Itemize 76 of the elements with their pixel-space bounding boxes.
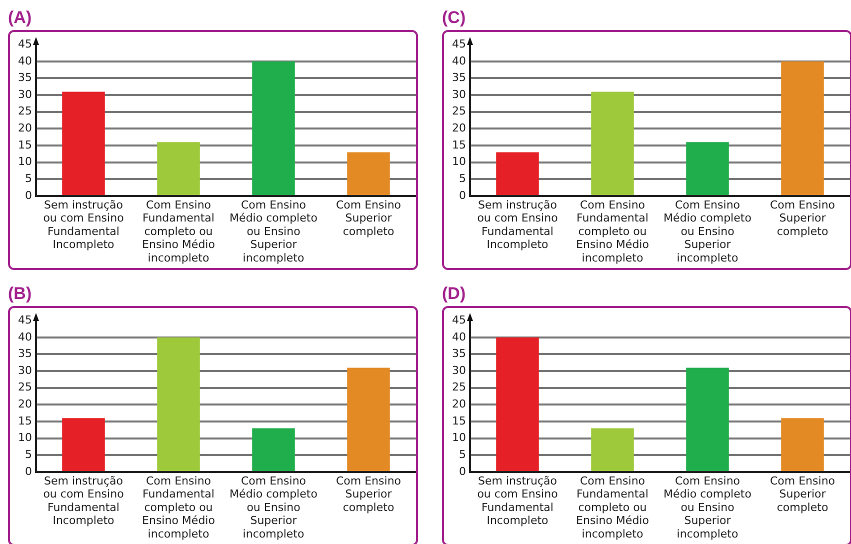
x-tick-label: Sem instrução ou com Ensino Fundamental Incompleto xyxy=(43,198,124,252)
bar xyxy=(781,61,824,195)
y-tick-label: 5 xyxy=(24,448,32,462)
y-tick-label: 0 xyxy=(458,464,466,478)
x-tick-label: Sem instrução ou com Ensino Fundamental Incompleto xyxy=(477,198,558,252)
chart-title: (C) xyxy=(442,8,466,28)
bar xyxy=(686,368,729,471)
x-tick-label: Com Ensino Médio completo ou Ensino Superior incompleto xyxy=(664,474,752,540)
y-tick-label: 35 xyxy=(452,71,466,84)
y-tick-label: 30 xyxy=(452,88,466,101)
x-tick-label: Com Ensino Fundamental completo ou Ensino Médio incompleto xyxy=(142,474,216,540)
bar xyxy=(157,142,200,195)
bar xyxy=(157,337,200,471)
bar xyxy=(62,92,105,195)
y-tick-label: 25 xyxy=(452,104,466,118)
y-tick-label: 35 xyxy=(18,347,32,360)
bar xyxy=(252,428,295,471)
x-tick-label: Com Ensino Superior completo xyxy=(336,474,402,514)
y-tick-label: 25 xyxy=(18,380,32,394)
y-tick-label: 15 xyxy=(18,414,32,428)
y-tick-label: 25 xyxy=(18,104,32,118)
y-tick-label: 10 xyxy=(452,431,466,444)
y-tick-label: 10 xyxy=(452,155,466,168)
chart-title: (B) xyxy=(8,284,32,304)
bar xyxy=(347,368,390,471)
y-tick-label: 20 xyxy=(452,122,466,135)
chart-title: (A) xyxy=(8,8,32,28)
chart-title: (D) xyxy=(442,284,466,304)
x-tick-label: Sem instrução ou com Ensino Fundamental Incompleto xyxy=(477,474,558,528)
bar xyxy=(781,418,824,471)
bar xyxy=(591,428,634,471)
bar xyxy=(347,152,390,195)
y-tick-label: 30 xyxy=(452,364,466,377)
y-tick-label: 45 xyxy=(18,313,32,326)
x-tick-label: Com Ensino Fundamental completo ou Ensino Médio incompleto xyxy=(142,198,216,264)
x-tick-label: Sem instrução ou com Ensino Fundamental Incompleto xyxy=(43,474,124,528)
y-tick-label: 20 xyxy=(452,398,466,411)
x-tick-label: Com Ensino Superior completo xyxy=(336,198,402,238)
y-tick-label: 30 xyxy=(18,88,32,101)
y-tick-label: 45 xyxy=(452,37,466,50)
y-tick-label: 35 xyxy=(18,71,32,84)
bar xyxy=(252,61,295,195)
y-tick-label: 10 xyxy=(18,431,32,444)
y-tick-label: 15 xyxy=(452,414,466,428)
y-tick-label: 0 xyxy=(458,188,466,202)
y-tick-label: 0 xyxy=(24,464,32,478)
x-tick-label: Com Ensino Fundamental completo ou Ensino Médio incompleto xyxy=(576,198,650,264)
y-tick-label: 25 xyxy=(452,380,466,394)
y-tick-label: 5 xyxy=(458,448,466,462)
y-tick-label: 20 xyxy=(18,122,32,135)
x-tick-label: Com Ensino Superior completo xyxy=(770,198,836,238)
bar xyxy=(496,337,539,471)
y-tick-label: 35 xyxy=(452,347,466,360)
x-tick-label: Com Ensino Médio completo ou Ensino Superior incompleto xyxy=(230,474,318,540)
y-tick-label: 5 xyxy=(24,172,32,186)
y-tick-label: 40 xyxy=(452,54,466,68)
y-tick-label: 5 xyxy=(458,172,466,186)
bar xyxy=(591,92,634,195)
y-tick-label: 45 xyxy=(18,37,32,50)
x-tick-label: Com Ensino Médio completo ou Ensino Superior incompleto xyxy=(664,198,752,264)
y-tick-label: 40 xyxy=(452,330,466,344)
y-tick-label: 0 xyxy=(24,188,32,202)
bar xyxy=(62,418,105,471)
y-tick-label: 30 xyxy=(18,364,32,377)
y-tick-label: 40 xyxy=(18,330,32,344)
y-tick-label: 45 xyxy=(452,313,466,326)
bar xyxy=(496,152,539,195)
y-tick-label: 40 xyxy=(18,54,32,68)
y-tick-label: 20 xyxy=(18,398,32,411)
y-tick-label: 10 xyxy=(18,155,32,168)
bar xyxy=(686,142,729,195)
x-tick-label: Com Ensino Superior completo xyxy=(770,474,836,514)
x-tick-label: Com Ensino Médio completo ou Ensino Superior incompleto xyxy=(230,198,318,264)
y-tick-label: 15 xyxy=(18,138,32,152)
y-tick-label: 15 xyxy=(452,138,466,152)
x-tick-label: Com Ensino Fundamental completo ou Ensino Médio incompleto xyxy=(576,474,650,540)
